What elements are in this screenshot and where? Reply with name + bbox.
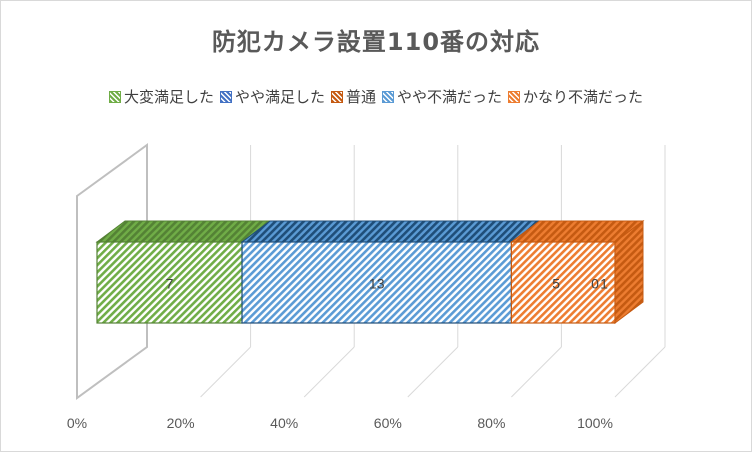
legend-swatch	[219, 90, 232, 103]
chart-title: 防犯カメラ設置110番の対応	[211, 28, 541, 56]
legend-label: やや不満だった	[397, 88, 503, 106]
gridline	[407, 346, 459, 398]
chart-legend: 大変満足した やや満足した 普通 やや不満だった かなり不満だった	[0, 86, 752, 107]
gridline	[511, 346, 562, 398]
legend-label: 大変満足した	[123, 88, 214, 106]
x-tick-label: 60%	[374, 415, 402, 431]
data-label: 1	[600, 276, 608, 292]
bar-top	[240, 220, 541, 243]
x-tick-label: 20%	[167, 415, 195, 431]
legend-swatch	[382, 90, 394, 103]
legend-item: 大変満足した	[108, 86, 214, 107]
x-tick-label: 40%	[270, 415, 298, 431]
data-label: 13	[369, 276, 385, 292]
legend-item: 普通	[330, 86, 376, 107]
side-wall	[76, 143, 148, 400]
legend-swatch	[330, 90, 343, 103]
bar-top	[95, 220, 272, 243]
legend-item: やや満足した	[219, 86, 325, 107]
bar-segment	[510, 241, 616, 324]
gridline	[200, 346, 251, 398]
legend-label: やや満足した	[234, 88, 325, 106]
gridline	[303, 346, 355, 398]
bar-side	[614, 220, 644, 324]
legend-label: かなり不満だった	[523, 88, 644, 106]
data-label: 7	[166, 276, 174, 292]
x-tick-label: 100%	[577, 415, 613, 431]
x-tick-label: 80%	[477, 415, 505, 431]
gridline	[614, 346, 666, 398]
data-label: 0	[591, 276, 599, 292]
legend-swatch	[108, 90, 121, 103]
legend-item: かなり不満だった	[508, 86, 643, 107]
legend-label: 普通	[345, 88, 376, 106]
data-label: 5	[552, 276, 560, 292]
x-tick-label: 0%	[67, 415, 87, 431]
legend-item: やや不満だった	[382, 86, 502, 107]
bar-segment	[241, 241, 512, 324]
legend-swatch	[508, 90, 521, 103]
bar-segment	[96, 241, 243, 324]
